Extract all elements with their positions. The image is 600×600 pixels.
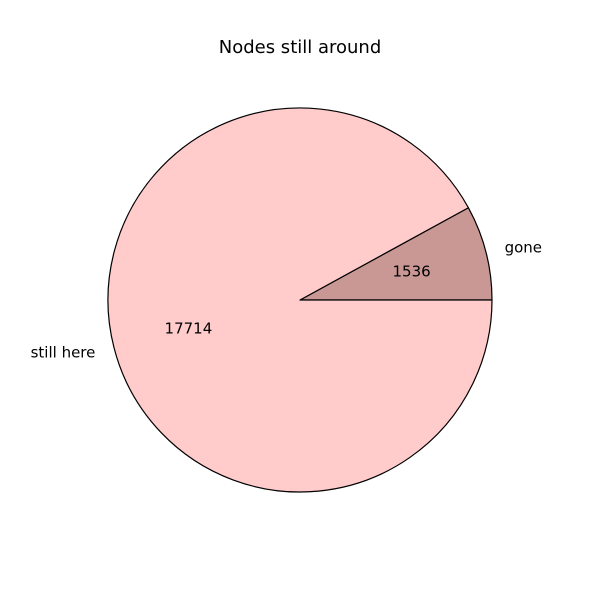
pie-slice-still-here — [107, 107, 493, 493]
pie-slice-gone — [299, 207, 493, 301]
chart-title: Nodes still around — [219, 37, 382, 58]
slice-label-still-here: still here — [31, 343, 96, 361]
slice-value-gone: 1536 — [393, 262, 431, 280]
slice-value-still-here: 17714 — [165, 320, 213, 338]
labels-layer: gone 1536 still here 17714 — [31, 239, 542, 362]
slices-layer — [107, 107, 493, 493]
slice-label-gone: gone — [505, 239, 542, 257]
